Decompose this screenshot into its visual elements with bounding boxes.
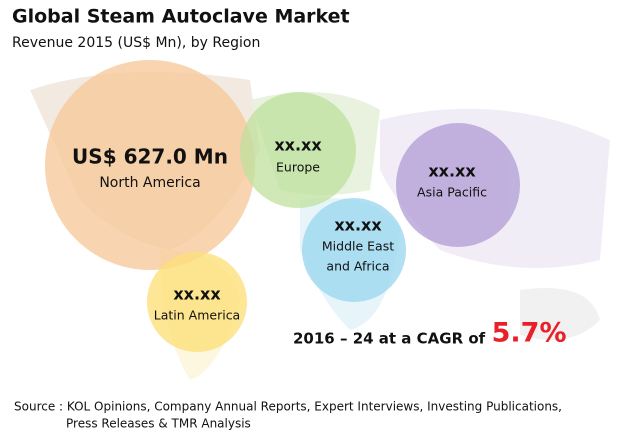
region-value: xx.xx	[274, 136, 322, 155]
bubble	[302, 198, 406, 302]
region-label: Middle East	[322, 239, 394, 254]
cagr-rate: 5.7%	[492, 318, 567, 349]
region-label: Asia Pacific	[417, 185, 487, 200]
cagr-text: 2016 – 24 at a CAGR of	[293, 330, 486, 348]
bubble	[45, 60, 255, 270]
region-value: xx.xx	[173, 285, 221, 304]
region-label: North America	[99, 175, 200, 191]
region-label: and Africa	[326, 259, 389, 274]
region-label: Europe	[276, 160, 320, 175]
region-value: US$ 627.0 Mn	[72, 145, 228, 169]
title: Global Steam Autoclave Market	[12, 6, 350, 28]
source: Source : KOL Opinions, Company Annual Re…	[14, 400, 562, 414]
region-label: Latin America	[154, 308, 240, 323]
subtitle: Revenue 2015 (US$ Mn), by Region	[12, 35, 260, 51]
bubble	[396, 123, 520, 247]
bubble	[147, 252, 247, 352]
source: Press Releases & TMR Analysis	[66, 417, 251, 431]
region-value: xx.xx	[334, 216, 382, 235]
bubble	[240, 92, 356, 208]
region-value: xx.xx	[428, 162, 476, 181]
